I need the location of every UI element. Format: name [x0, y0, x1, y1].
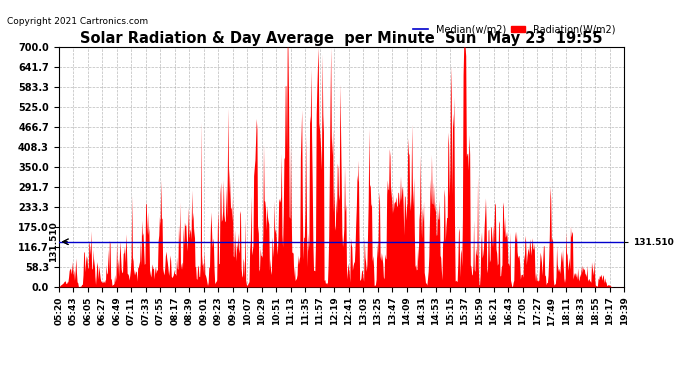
- Title: Solar Radiation & Day Average  per Minute  Sun  May 23  19:55: Solar Radiation & Day Average per Minute…: [80, 31, 603, 46]
- Legend: Median(w/m2), Radiation(W/m2): Median(w/m2), Radiation(W/m2): [409, 21, 620, 38]
- Text: 131.510: 131.510: [49, 221, 58, 262]
- Text: Copyright 2021 Cartronics.com: Copyright 2021 Cartronics.com: [7, 17, 148, 26]
